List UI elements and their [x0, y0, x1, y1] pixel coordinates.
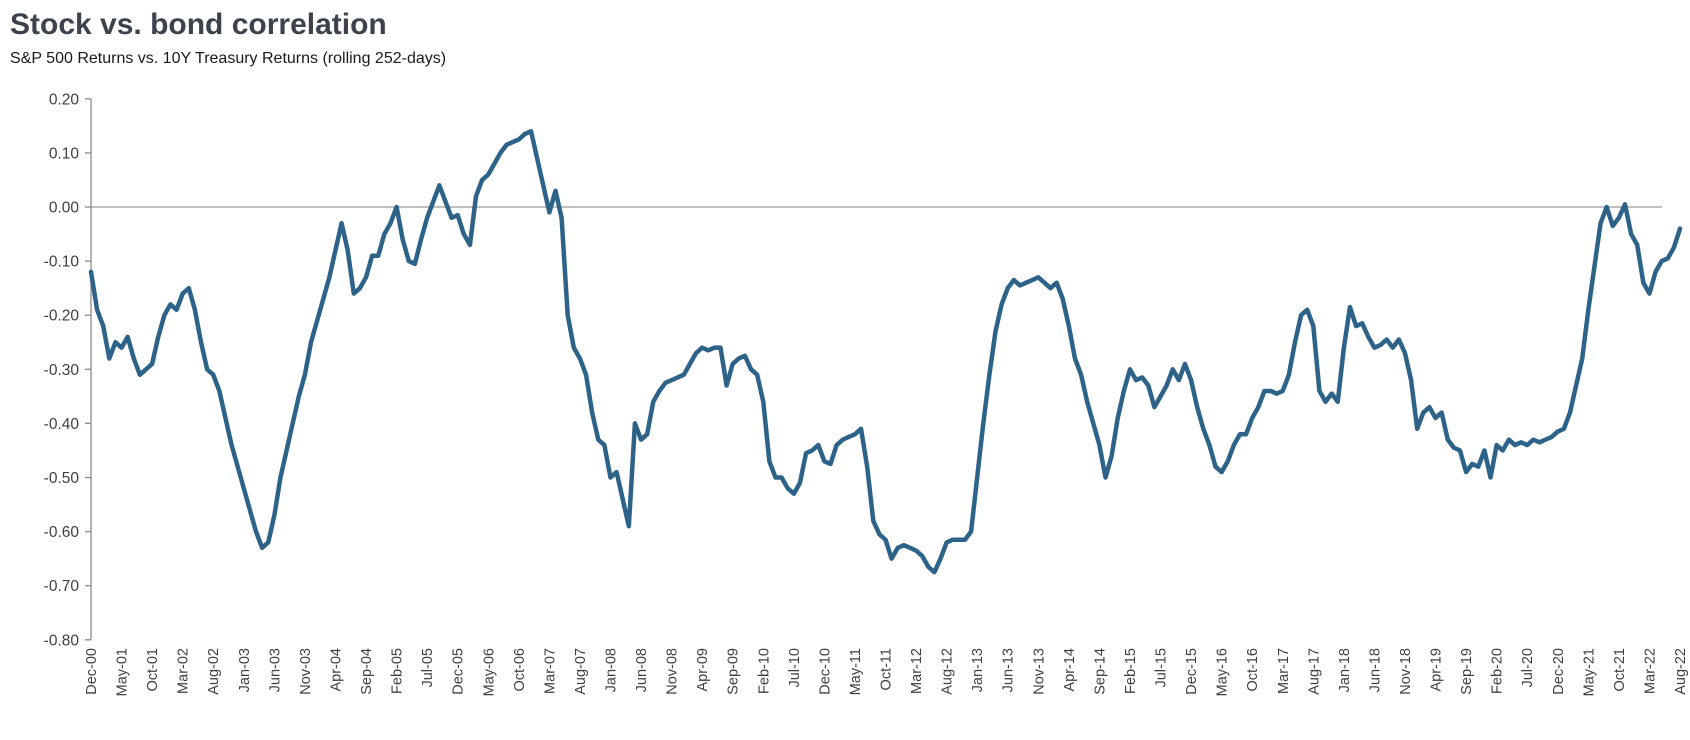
x-tick-label: Mar-07	[542, 648, 558, 694]
x-tick-label: Nov-18	[1398, 648, 1414, 695]
y-tick-label: 0.00	[49, 200, 80, 217]
x-tick-label: Apr-09	[695, 648, 711, 692]
x-tick-label: Sep-09	[726, 648, 742, 695]
x-tick-label: Mar-12	[909, 648, 925, 694]
x-tick-label: Aug-02	[206, 648, 222, 695]
y-tick-label: -0.50	[44, 470, 80, 487]
x-tick-label: Oct-21	[1612, 648, 1628, 692]
x-tick-label: Feb-20	[1490, 648, 1506, 694]
x-tick-label: Jan-13	[970, 648, 986, 692]
x-tick-label: Aug-12	[940, 648, 956, 695]
y-tick-label: -0.80	[44, 632, 80, 649]
x-tick-label: Sep-04	[359, 648, 375, 695]
x-tick-label: Jul-20	[1520, 648, 1536, 688]
x-tick-label: Jul-10	[787, 648, 803, 688]
y-tick-label: -0.40	[44, 416, 80, 433]
x-tick-label: May-11	[848, 648, 864, 695]
x-tick-label: Apr-14	[1062, 648, 1078, 692]
x-tick-label: Jul-05	[420, 648, 436, 688]
x-tick-label: Dec-00	[84, 648, 100, 695]
x-tick-label: Oct-11	[879, 648, 895, 690]
x-tick-label: Oct-01	[145, 648, 161, 692]
x-tick-label: May-06	[481, 648, 497, 696]
chart-title: Stock vs. bond correlation	[10, 8, 387, 41]
y-tick-label: -0.30	[44, 362, 80, 379]
x-tick-label: Feb-10	[756, 648, 772, 694]
x-tick-label: Feb-15	[1123, 648, 1139, 694]
correlation-series-line	[88, 129, 1683, 575]
y-tick-label: -0.10	[44, 254, 80, 271]
y-tick-label: 0.20	[49, 91, 80, 108]
x-tick-label: Mar-02	[176, 648, 192, 694]
x-tick-label: Jun-13	[1001, 648, 1017, 692]
x-tick-label: Jan-03	[237, 648, 253, 692]
x-tick-label: Dec-05	[451, 648, 467, 695]
x-tick-label: May-21	[1581, 648, 1597, 696]
x-tick-label: May-01	[115, 648, 131, 696]
x-tick-label: May-16	[1215, 648, 1231, 696]
x-tick-label: Nov-03	[298, 648, 314, 695]
x-tick-label: Nov-13	[1031, 648, 1047, 695]
x-tick-label: Feb-05	[390, 648, 406, 694]
x-tick-label: Sep-19	[1459, 648, 1475, 695]
x-tick-label: Dec-10	[817, 648, 833, 695]
y-tick-label: 0.10	[49, 145, 80, 162]
x-tick-label: Jul-15	[1154, 648, 1170, 688]
x-tick-label: Jan-08	[603, 648, 619, 692]
x-tick-label: Jun-08	[634, 648, 650, 692]
x-tick-label: Nov-08	[665, 648, 681, 695]
x-tick-label: Jan-18	[1337, 648, 1353, 692]
x-tick-label: Apr-04	[328, 648, 344, 692]
x-tick-label: Jun-18	[1367, 648, 1383, 692]
x-tick-label: Oct-16	[1245, 648, 1261, 692]
x-tick-label: Dec-15	[1184, 648, 1200, 695]
x-tick-label: Dec-20	[1551, 648, 1567, 695]
x-tick-label: Apr-19	[1429, 648, 1445, 692]
x-tick-label: Oct-06	[512, 648, 528, 692]
x-tick-label: Jun-03	[267, 648, 283, 692]
y-tick-label: -0.20	[44, 308, 80, 325]
x-tick-label: Aug-07	[573, 648, 589, 695]
y-tick-label: -0.60	[44, 524, 80, 541]
y-tick-label: -0.70	[44, 578, 80, 595]
x-tick-label: Aug-22	[1673, 648, 1689, 695]
x-tick-label: Aug-17	[1306, 648, 1322, 695]
x-tick-label: Sep-14	[1092, 648, 1108, 695]
x-tick-label: Mar-17	[1276, 648, 1292, 694]
x-tick-label: Mar-22	[1642, 648, 1658, 694]
chart-subtitle: S&P 500 Returns vs. 10Y Treasury Returns…	[10, 50, 447, 67]
